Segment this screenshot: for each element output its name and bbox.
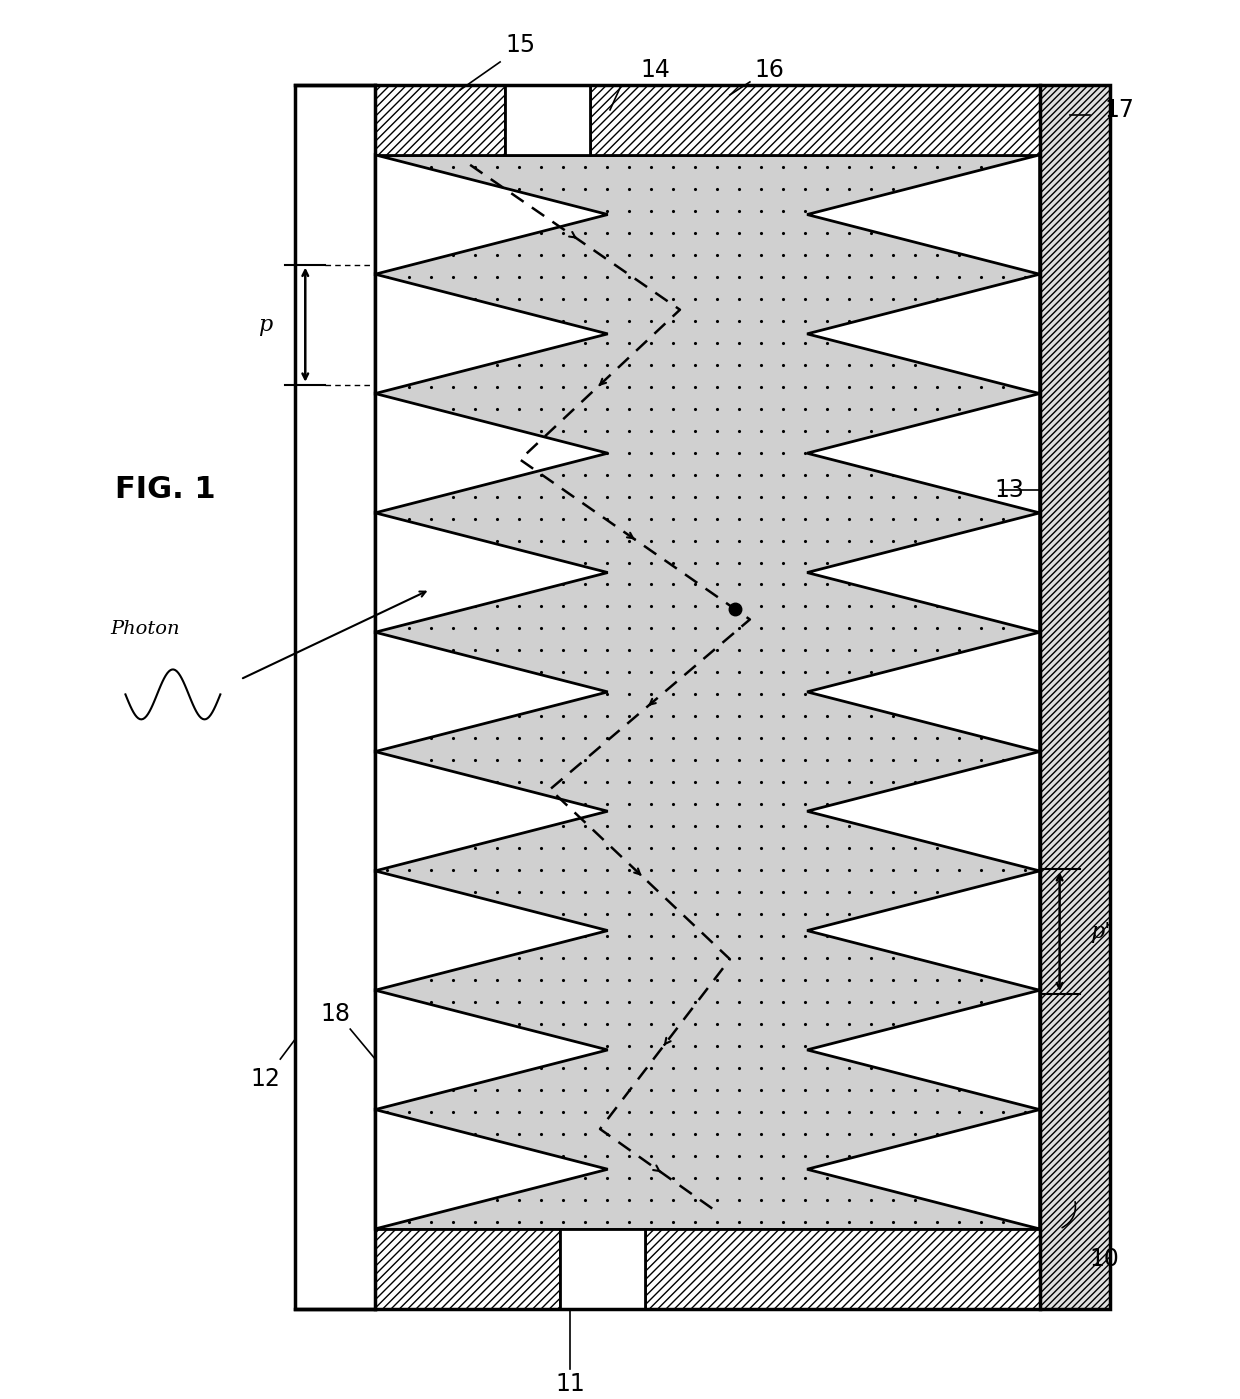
Text: 16: 16: [755, 57, 785, 83]
Text: 13: 13: [994, 477, 1024, 502]
Polygon shape: [376, 274, 608, 393]
Text: 18: 18: [320, 1002, 350, 1025]
Polygon shape: [376, 85, 505, 155]
Text: 17: 17: [1105, 98, 1135, 122]
Text: 10: 10: [1090, 1247, 1120, 1270]
Polygon shape: [376, 85, 1039, 155]
Polygon shape: [590, 85, 1039, 155]
Polygon shape: [807, 1109, 1039, 1228]
Polygon shape: [376, 872, 608, 990]
Polygon shape: [645, 1228, 1039, 1309]
Polygon shape: [807, 632, 1039, 751]
Text: p': p': [1090, 921, 1110, 943]
Polygon shape: [376, 751, 608, 872]
Text: FIG. 1: FIG. 1: [115, 476, 216, 504]
Polygon shape: [807, 274, 1039, 393]
Text: 15: 15: [505, 34, 536, 57]
Polygon shape: [376, 990, 608, 1109]
Text: 14: 14: [640, 57, 670, 83]
Polygon shape: [376, 1228, 560, 1309]
Polygon shape: [807, 155, 1039, 274]
Polygon shape: [376, 155, 1039, 1228]
Polygon shape: [376, 155, 608, 274]
Polygon shape: [807, 990, 1039, 1109]
Text: p: p: [258, 313, 273, 336]
Polygon shape: [505, 85, 590, 155]
Polygon shape: [807, 751, 1039, 872]
Polygon shape: [807, 513, 1039, 632]
Polygon shape: [376, 513, 608, 632]
Text: 11: 11: [556, 1372, 585, 1396]
Polygon shape: [1039, 85, 1110, 1309]
Text: 12: 12: [250, 1067, 280, 1091]
Polygon shape: [376, 632, 608, 751]
Polygon shape: [376, 393, 608, 513]
Polygon shape: [560, 1228, 645, 1309]
Polygon shape: [376, 1109, 608, 1228]
Text: Photon: Photon: [110, 620, 180, 638]
Polygon shape: [807, 872, 1039, 990]
Polygon shape: [807, 393, 1039, 513]
